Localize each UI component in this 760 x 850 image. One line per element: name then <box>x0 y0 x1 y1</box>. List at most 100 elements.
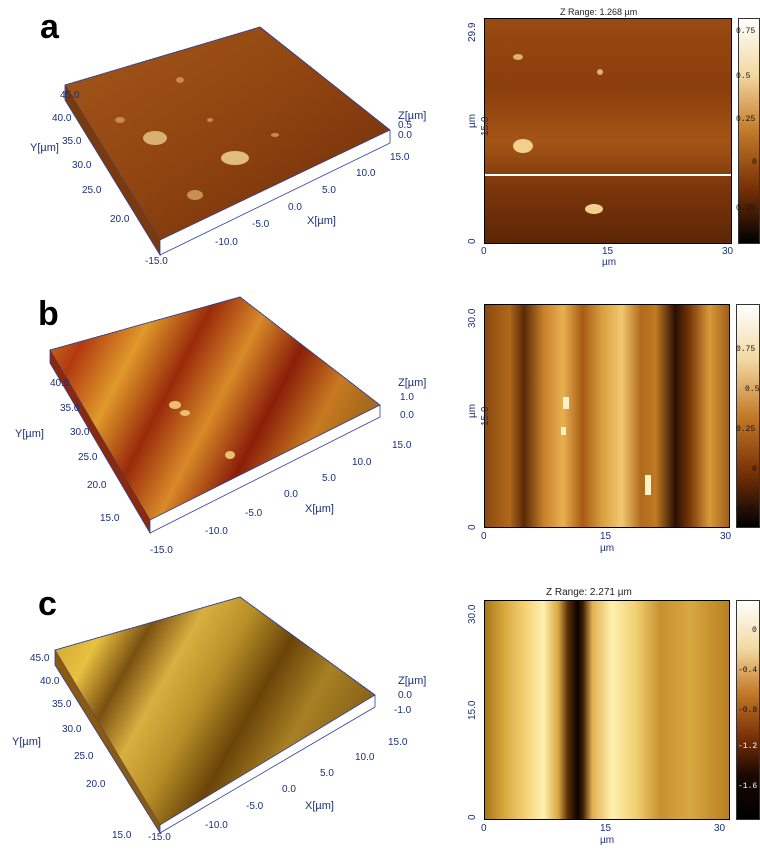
afm-3d-surface-b <box>49 296 381 535</box>
surface-b-y-tick: 20.0 <box>87 480 107 491</box>
surface-c-y-tick: 45.0 <box>30 653 50 664</box>
surface-a-y-tick: 40.0 <box>52 113 72 124</box>
surface-b-y-tick: 35.0 <box>60 403 80 414</box>
surface-c-z-tick: 0.0 <box>398 690 412 701</box>
surface-a-z-tick: 0.0 <box>398 130 412 141</box>
image-a-y-unit: µm <box>467 113 478 128</box>
surface-c-x-tick: 10.0 <box>355 752 375 763</box>
afm-height-image-c <box>484 600 730 820</box>
surface-c-x-tick: -15.0 <box>148 832 171 843</box>
image-b-y-tick: 0 <box>467 524 478 530</box>
surface-b-x-tick: 10.0 <box>352 457 372 468</box>
colorbar-b-tick: 0 <box>752 465 757 474</box>
surface-a-z-tick: 0.5 <box>398 120 412 131</box>
image-a-y-tick: 0 <box>467 238 478 244</box>
image-c-x-tick: 30 <box>714 823 726 834</box>
surface-c-x-axis-title: X[µm] <box>305 800 334 812</box>
image-b-x-tick: 30 <box>720 531 732 542</box>
surface-a-x-tick: -5.0 <box>252 219 270 230</box>
colorbar-b-tick: 0.75 <box>736 345 756 354</box>
image-a-x-tick: 15 <box>602 246 614 257</box>
surface-a-x-tick: 15.0 <box>390 152 410 163</box>
surface-c-z-tick: -1.0 <box>394 705 412 716</box>
surface-b-z-tick: 1.0 <box>400 392 414 403</box>
surface-b-x-tick: 5.0 <box>322 473 336 484</box>
colorbar-b <box>736 304 760 528</box>
image-c-z-range: Z Range: 2.271 µm <box>546 587 632 598</box>
colorbar-b-tick: 0.25 <box>736 425 756 434</box>
colorbar-c-tick: 0 <box>752 626 757 635</box>
surface-b-x-tick: 0.0 <box>284 489 298 500</box>
colorbar-c-tick: -0.4 <box>738 666 758 675</box>
panel-letter-b: b <box>38 295 59 333</box>
surface-a-x-tick: -15.0 <box>145 256 168 267</box>
surface-a-y-tick: 20.0 <box>110 214 130 225</box>
image-a-y-tick: 15.0 <box>480 116 491 136</box>
surface-b-y-tick: 30.0 <box>70 427 90 438</box>
colorbar-b-tick: 0.5 <box>745 385 760 394</box>
image-c-x-unit: µm <box>600 835 615 846</box>
colorbar-c-tick: -1.6 <box>738 782 758 791</box>
colorbar-a-tick: 0.5 <box>736 72 751 81</box>
image-b-x-tick: 15 <box>600 531 612 542</box>
afm-height-image-a <box>484 18 732 244</box>
surface-a-x-tick: 0.0 <box>288 202 302 213</box>
surface-c-y-axis-title: Y[µm] <box>12 736 41 748</box>
surface-c-y-tick: 15.0 <box>112 830 132 841</box>
surface-a-y-tick: 35.0 <box>62 136 82 147</box>
colorbar-a-tick: 0.75 <box>736 27 756 36</box>
surface-a-y-tick: 25.0 <box>82 185 102 196</box>
colorbar-c-tick: -1.2 <box>738 742 758 751</box>
surface-b-x-tick: -15.0 <box>150 545 173 556</box>
afm-3d-surface-c <box>54 596 376 835</box>
image-c-x-tick: 0 <box>481 823 487 834</box>
surface-b-x-tick: -5.0 <box>245 508 263 519</box>
panel-letter-c: c <box>38 585 57 623</box>
surface-b-x-axis-title: X[µm] <box>305 503 334 515</box>
surface-a-x-axis-title: X[µm] <box>307 215 336 227</box>
surface-a-y-axis-title: Y[µm] <box>30 142 59 154</box>
image-a-z-range: Z Range: 1.268 µm <box>560 7 638 17</box>
surface-b-z-tick: 0.0 <box>400 410 414 421</box>
colorbar-a-tick: 0.25 <box>736 115 756 124</box>
surface-a-x-tick: 5.0 <box>322 185 336 196</box>
image-a-x-unit: µm <box>602 257 617 268</box>
surface-c-x-tick: 5.0 <box>320 768 334 779</box>
image-b-y-tick: 15.0 <box>480 406 491 426</box>
surface-c-y-tick: 40.0 <box>40 676 60 687</box>
surface-c-x-tick: 0.0 <box>282 784 296 795</box>
surface-c-y-tick: 20.0 <box>86 779 106 790</box>
image-c-y-tick: 30.0 <box>467 604 478 624</box>
surface-b-x-tick: 15.0 <box>392 440 412 451</box>
surface-a-y-tick: 30.0 <box>72 160 92 171</box>
colorbar-b-tick: 0.25 <box>736 505 756 514</box>
image-b-x-unit: µm <box>600 543 615 554</box>
surface-c-x-tick: 15.0 <box>388 737 408 748</box>
surface-b-y-tick: 40.0 <box>50 378 70 389</box>
image-a-y-tick: 29.9 <box>467 22 478 42</box>
surface-c-y-tick: 30.0 <box>62 724 82 735</box>
surface-c-x-tick: -5.0 <box>246 801 264 812</box>
surface-b-y-tick: 25.0 <box>78 452 98 463</box>
image-b-x-tick: 0 <box>481 531 487 542</box>
surface-c-z-axis-title: Z[µm] <box>398 675 427 687</box>
surface-b-y-tick: 15.0 <box>100 513 120 524</box>
image-c-x-tick: 15 <box>600 823 612 834</box>
image-b-y-unit: µm <box>467 403 478 418</box>
surface-a-x-tick: -10.0 <box>215 237 238 248</box>
image-c-y-tick: 0 <box>467 814 478 820</box>
colorbar-c-tick: -0.8 <box>738 706 758 715</box>
image-c-y-tick: 15.0 <box>467 700 478 720</box>
image-b-y-tick: 30.0 <box>467 308 478 328</box>
afm-3d-surface-a <box>64 26 391 257</box>
colorbar-a-tick: 0 <box>752 158 757 167</box>
surface-c-y-tick: 25.0 <box>74 751 94 762</box>
surface-b-x-tick: -10.0 <box>205 526 228 537</box>
surface-a-y-tick: 45.0 <box>60 90 80 101</box>
surface-c-x-tick: -10.0 <box>205 820 228 831</box>
panel-letter-a: a <box>40 8 59 46</box>
colorbar-a-tick: 0.25 <box>736 204 756 213</box>
image-a-x-tick: 0 <box>481 246 487 257</box>
afm-height-image-b <box>484 304 730 528</box>
surface-a-z-axis-title: Z[µm] <box>398 110 427 122</box>
